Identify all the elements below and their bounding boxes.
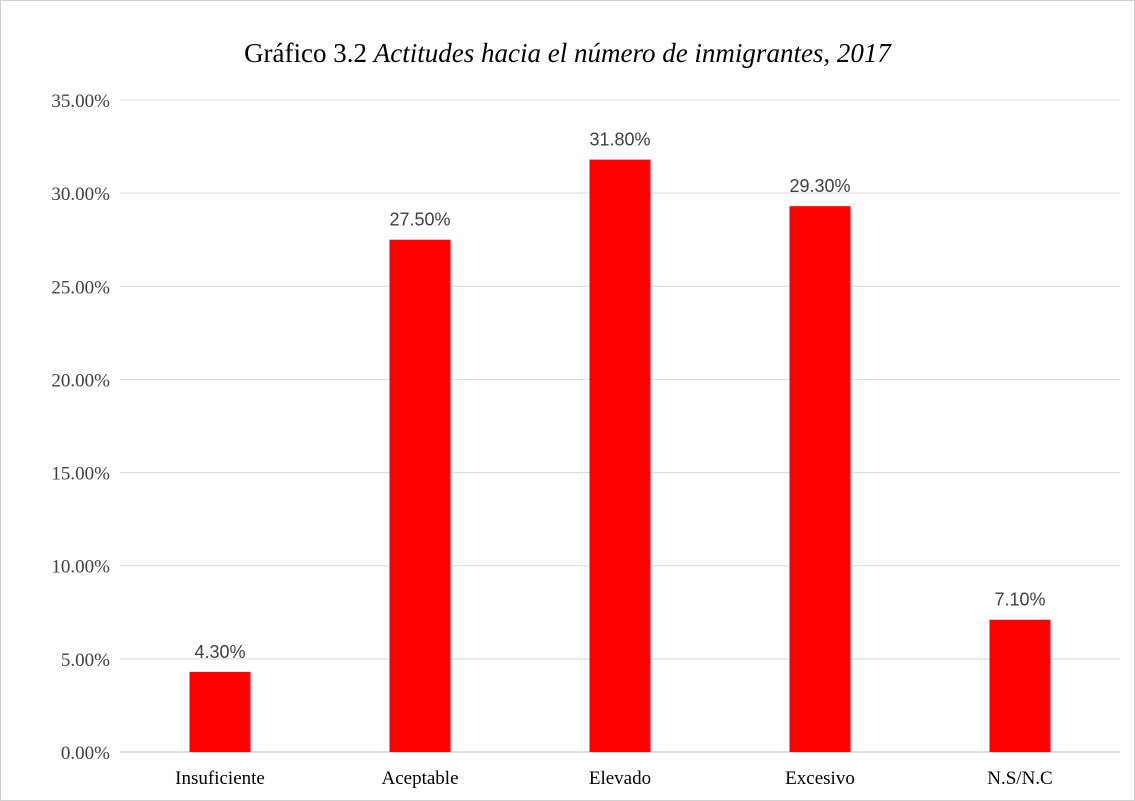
y-tick-label: 5.00% [61, 650, 110, 671]
data-labels: 4.30% 27.50% 31.80% 29.30% 7.10% [194, 130, 1045, 662]
y-tick-label: 10.00% [51, 557, 110, 578]
data-label: 31.80% [589, 130, 650, 150]
category-label: Elevado [589, 768, 651, 789]
bar-elevado [589, 159, 651, 752]
chart-title-italic: Actitudes hacia el número de inmigrantes… [373, 38, 891, 68]
x-axis-category-labels: Insuficiente Aceptable Elevado Excesivo N.S/… [175, 768, 1053, 789]
y-tick-label: 35.00% [51, 91, 110, 112]
data-label: 27.50% [389, 210, 450, 230]
y-tick-label: 20.00% [51, 370, 110, 391]
category-label: Excesivo [785, 768, 855, 789]
bar-n-s-n-c [989, 619, 1051, 752]
bar-aceptable [389, 239, 451, 752]
data-label: 29.30% [789, 176, 850, 196]
y-axis-tick-labels: 0.00% 5.00% 10.00% 15.00% 20.00% 25.00% 30.00%… [51, 91, 110, 764]
category-label: Insuficiente [175, 768, 265, 789]
bar-insuficiente [189, 671, 251, 752]
category-label: Aceptable [381, 768, 458, 789]
data-label: 4.30% [194, 642, 245, 662]
category-label: N.S/N.C [987, 768, 1052, 789]
data-label: 7.10% [994, 590, 1045, 610]
y-tick-label: 30.00% [51, 184, 110, 205]
chart-title-prefix: Gráfico 3.2 [244, 38, 374, 68]
y-tick-label: 25.00% [51, 277, 110, 298]
chart-title: Gráfico 3.2 Actitudes hacia el número de… [0, 38, 1135, 69]
y-tick-label: 15.00% [51, 464, 110, 485]
bars [189, 159, 1051, 752]
y-tick-label: 0.00% [61, 743, 110, 764]
bar-excesivo [789, 206, 851, 752]
